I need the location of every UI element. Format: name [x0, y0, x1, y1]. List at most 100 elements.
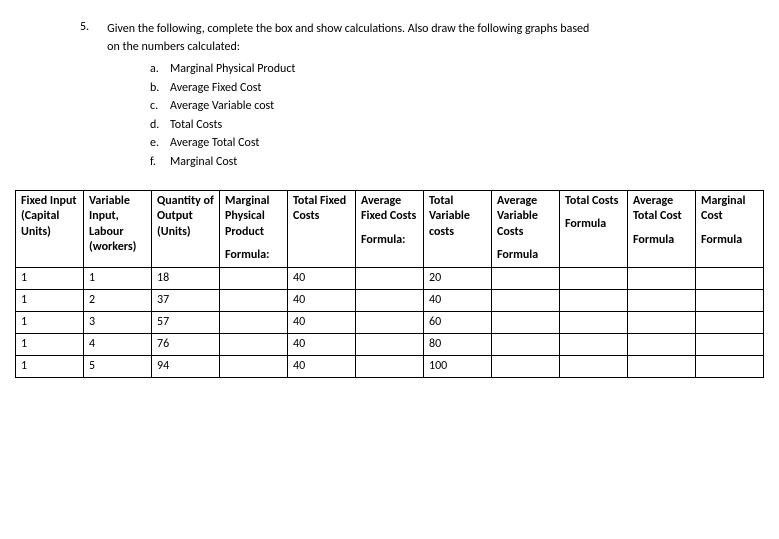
sub-letter: e.	[150, 134, 170, 153]
cell	[356, 311, 424, 333]
col-formula: Formula	[633, 233, 690, 249]
sub-item: e. Average Total Cost	[150, 134, 764, 153]
cell: 18	[152, 267, 220, 289]
col-header: Fixed Input (Capital Units)	[16, 190, 84, 267]
col-formula: Formula	[701, 233, 758, 249]
cell: 80	[424, 333, 492, 355]
col-header: Total Costs Formula	[560, 190, 628, 267]
sub-item: b. Average Fixed Cost	[150, 79, 764, 98]
sub-text: Average Total Cost	[170, 134, 259, 153]
cell	[628, 355, 696, 377]
col-formula: Formula	[497, 248, 554, 264]
cell: 76	[152, 333, 220, 355]
cell	[696, 267, 764, 289]
col-header: Average Total Cost Formula	[628, 190, 696, 267]
question-line2: on the numbers calculated:	[107, 38, 589, 56]
col-formula: Formula:	[225, 248, 282, 264]
col-title: Fixed Input (Capital Units)	[21, 194, 78, 241]
cell	[356, 289, 424, 311]
cell	[356, 333, 424, 355]
cell	[628, 333, 696, 355]
col-title: Total Costs	[565, 194, 622, 210]
cell: 1	[84, 267, 152, 289]
question-text: Given the following, complete the box an…	[107, 20, 589, 56]
sub-letter: c.	[150, 97, 170, 116]
sub-text: Average Fixed Cost	[170, 79, 261, 98]
cell	[220, 355, 288, 377]
col-title: Total Variable costs	[429, 194, 486, 241]
cell: 1	[16, 333, 84, 355]
cell	[628, 289, 696, 311]
col-header: Average Variable Costs Formula	[492, 190, 560, 267]
cell	[492, 311, 560, 333]
sub-item: a. Marginal Physical Product	[150, 60, 764, 79]
table-row: 1 2 37 40 40	[16, 289, 764, 311]
cell	[696, 333, 764, 355]
col-title: Marginal Physical Product	[225, 194, 282, 241]
cell	[220, 289, 288, 311]
cell: 40	[288, 333, 356, 355]
table-row: 1 3 57 40 60	[16, 311, 764, 333]
cell	[560, 311, 628, 333]
col-header: Average Fixed Costs Formula:	[356, 190, 424, 267]
cell: 20	[424, 267, 492, 289]
cell: 57	[152, 311, 220, 333]
cell: 5	[84, 355, 152, 377]
question-number: 5.	[80, 20, 89, 56]
col-title: Total Fixed Costs	[293, 194, 350, 225]
sub-list: a. Marginal Physical Product b. Average …	[150, 60, 764, 172]
cell: 1	[16, 289, 84, 311]
cell: 40	[288, 289, 356, 311]
cell	[696, 311, 764, 333]
sub-item: d. Total Costs	[150, 116, 764, 135]
cell: 94	[152, 355, 220, 377]
col-title: Variable Input, Labour (workers)	[89, 194, 146, 256]
cell: 37	[152, 289, 220, 311]
col-title: Marginal Cost	[701, 194, 758, 225]
cell: 1	[16, 311, 84, 333]
table-row: 1 4 76 40 80	[16, 333, 764, 355]
cell: 1	[16, 267, 84, 289]
cell: 40	[288, 267, 356, 289]
sub-letter: f.	[150, 153, 170, 172]
cell: 40	[288, 355, 356, 377]
cell	[696, 355, 764, 377]
cost-table-container: Fixed Input (Capital Units) Variable Inp…	[15, 190, 764, 378]
cell	[492, 355, 560, 377]
sub-text: Average Variable cost	[170, 97, 274, 116]
cell: 40	[288, 311, 356, 333]
cell: 1	[16, 355, 84, 377]
cell	[356, 267, 424, 289]
col-formula: Formula:	[361, 233, 418, 249]
cell	[560, 333, 628, 355]
cell	[492, 289, 560, 311]
sub-text: Marginal Cost	[170, 153, 237, 172]
cell: 3	[84, 311, 152, 333]
cell	[560, 267, 628, 289]
question-block: 5. Given the following, complete the box…	[80, 20, 764, 56]
col-title: Average Variable Costs	[497, 194, 554, 241]
cell	[628, 267, 696, 289]
cell	[220, 333, 288, 355]
col-formula: Formula	[565, 217, 622, 233]
col-header: Quantity of Output (Units)	[152, 190, 220, 267]
col-title: Average Fixed Costs	[361, 194, 418, 225]
col-header: Total Fixed Costs	[288, 190, 356, 267]
cell	[356, 355, 424, 377]
sub-text: Marginal Physical Product	[170, 60, 295, 79]
cell	[696, 289, 764, 311]
table-row: 1 5 94 40 100	[16, 355, 764, 377]
sub-item: c. Average Variable cost	[150, 97, 764, 116]
cell: 60	[424, 311, 492, 333]
cell	[220, 311, 288, 333]
sub-letter: d.	[150, 116, 170, 135]
col-header: Variable Input, Labour (workers)	[84, 190, 152, 267]
sub-letter: b.	[150, 79, 170, 98]
cell	[220, 267, 288, 289]
cost-table: Fixed Input (Capital Units) Variable Inp…	[15, 190, 764, 378]
cell	[560, 355, 628, 377]
question-line1: Given the following, complete the box an…	[107, 20, 589, 38]
table-header-row: Fixed Input (Capital Units) Variable Inp…	[16, 190, 764, 267]
cell: 2	[84, 289, 152, 311]
col-header: Total Variable costs	[424, 190, 492, 267]
